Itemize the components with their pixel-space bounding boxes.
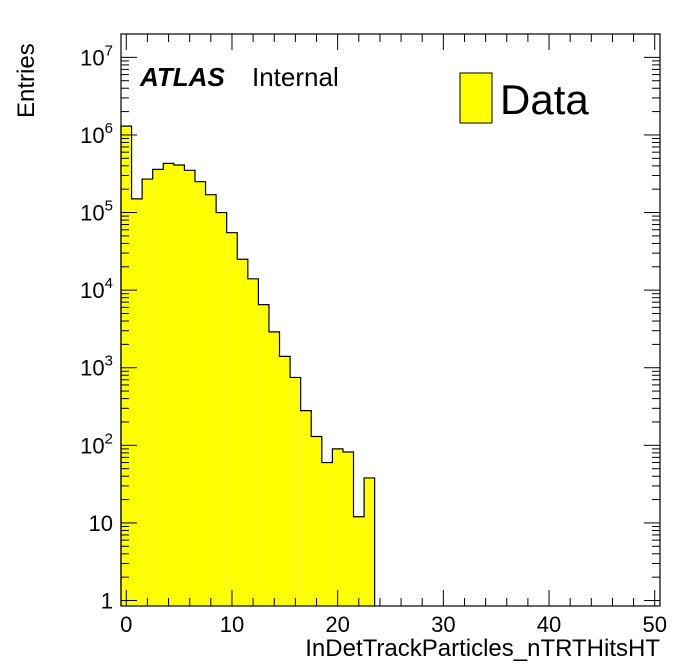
- histogram-bin: [226, 232, 238, 606]
- internal-label: Internal: [252, 62, 339, 92]
- atlas-label: ATLAS: [139, 62, 225, 92]
- y-axis-title: Entries: [13, 43, 40, 118]
- x-tick-labels: 0 10 20 30 40 50: [120, 612, 667, 637]
- legend-swatch: [459, 72, 493, 124]
- histogram-bin: [194, 181, 206, 606]
- y-tick-labels: 1 10 102 103 104 105 106 107: [80, 42, 113, 613]
- x-axis-title: InDetTrackParticles_nTRTHitsHT: [305, 635, 660, 662]
- histogram-bin: [364, 477, 375, 606]
- y-tick-label: 104: [80, 275, 113, 303]
- histogram-bin: [163, 163, 174, 606]
- histogram-bin: [173, 164, 185, 606]
- y-tick-label: 10: [89, 511, 113, 536]
- histogram-bin: [353, 516, 365, 606]
- histogram-bin: [142, 179, 153, 606]
- histogram-bin: [332, 448, 343, 606]
- x-tick-label: 10: [220, 612, 244, 637]
- y-tick-label: 103: [80, 353, 113, 381]
- x-tick-label: 30: [431, 612, 455, 637]
- histogram-bin: [300, 410, 312, 606]
- y-tick-label: 107: [80, 42, 113, 70]
- legend-label: Data: [500, 76, 589, 123]
- y-tick-label: 102: [80, 430, 113, 458]
- histogram-bin: [121, 126, 132, 606]
- y-tick-label: 105: [80, 198, 113, 226]
- histogram-bin: [258, 304, 269, 606]
- histogram-bin: [131, 198, 143, 606]
- histogram-bin: [184, 170, 195, 606]
- histogram-bin: [152, 169, 164, 607]
- histogram-bin: [279, 356, 291, 606]
- histogram-bin: [311, 436, 322, 606]
- histogram-bin: [321, 462, 333, 606]
- histogram-bin: [205, 194, 217, 606]
- plot-frame: [120, 33, 661, 607]
- histogram-outline: [120, 125, 376, 606]
- histogram-bin: [268, 331, 280, 606]
- y-tick-label: 106: [80, 120, 113, 148]
- x-tick-label: 50: [642, 612, 666, 637]
- x-tick-label: 20: [325, 612, 349, 637]
- histogram-bin: [290, 377, 301, 606]
- histogram-bars: [121, 126, 375, 607]
- x-tick-label: 0: [120, 612, 132, 637]
- histogram-bin: [247, 278, 259, 606]
- histogram-bin: [342, 452, 354, 606]
- y-tick-label: 1: [101, 589, 113, 614]
- histogram-bin: [216, 212, 227, 606]
- x-tick-label: 40: [537, 612, 561, 637]
- axis-ticks: [121, 33, 660, 606]
- histogram-bin: [237, 259, 248, 606]
